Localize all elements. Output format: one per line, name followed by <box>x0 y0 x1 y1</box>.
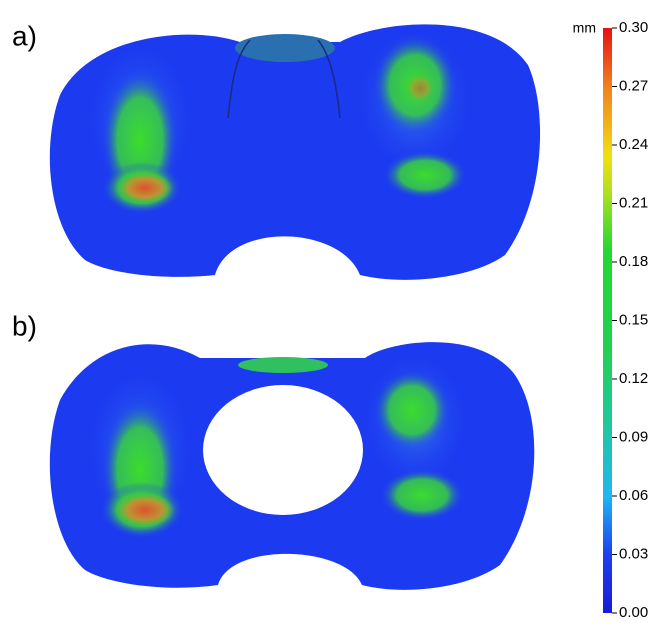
tick-label: 0.18 <box>619 253 648 270</box>
colorbar <box>603 28 612 613</box>
tick-label: 0.06 <box>619 487 648 504</box>
tick-label: 0.24 <box>619 136 648 153</box>
panel-label: a) <box>12 20 37 51</box>
tick-label: 0.21 <box>619 194 648 211</box>
wear-map-a <box>50 24 540 279</box>
tick-label: 0.12 <box>619 370 648 387</box>
tick-label: 0.27 <box>619 77 648 94</box>
tick-label: 0.00 <box>619 604 648 621</box>
tick-label: 0.09 <box>619 428 648 445</box>
tick-label: 0.30 <box>619 19 648 36</box>
figure: a) b) mm 0.00 0.03 0.06 0.09 0.12 0.15 0.18 0.2… <box>0 0 660 626</box>
panel-label: b) <box>12 310 37 341</box>
wear-map-b <box>50 342 534 590</box>
colorbar-unit: mm <box>573 20 596 36</box>
tick-label: 0.03 <box>619 545 648 562</box>
tick-label: 0.15 <box>619 311 648 328</box>
